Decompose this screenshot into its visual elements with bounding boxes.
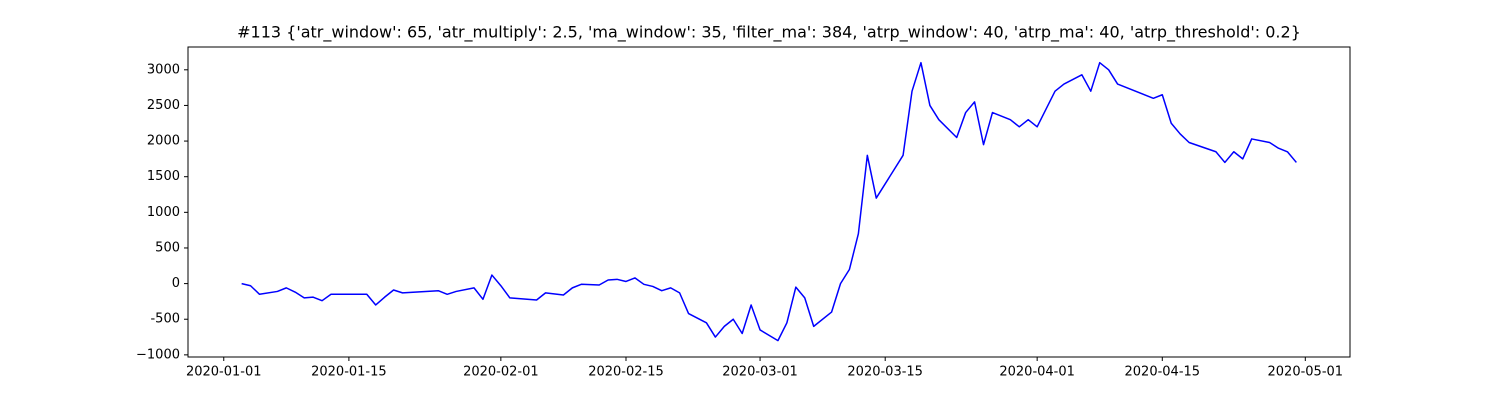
x-tick-label: 2020-05-01 xyxy=(1268,365,1344,380)
x-tick-label: 2020-04-15 xyxy=(1125,365,1201,380)
x-tick-label: 2020-04-01 xyxy=(999,365,1075,380)
y-tick-label: 2500 xyxy=(147,98,180,113)
x-tick-label: 2020-02-01 xyxy=(463,365,539,380)
y-tick-label: 3000 xyxy=(147,62,180,77)
x-tick-label: 2020-03-15 xyxy=(847,365,923,380)
line-series xyxy=(241,61,1297,342)
chart-title: #113 {'atr_window': 65, 'atr_multiply': … xyxy=(237,23,1301,43)
y-tick-label: 500 xyxy=(155,240,180,255)
y-tick-label: 1000 xyxy=(147,205,180,220)
y-tick-label: -500 xyxy=(150,312,180,327)
x-tick-label: 2020-01-01 xyxy=(186,365,262,380)
y-tick-label: 1500 xyxy=(147,169,180,184)
y-tick-label: −1000 xyxy=(136,347,180,362)
y-tick-label: 0 xyxy=(172,276,180,291)
plot-frame xyxy=(187,46,1351,358)
x-tick-label: 2020-01-15 xyxy=(311,365,387,380)
y-tick-label: 2000 xyxy=(147,134,180,149)
x-tick-label: 2020-02-15 xyxy=(588,365,664,380)
x-tick-label: 2020-03-01 xyxy=(722,365,798,380)
